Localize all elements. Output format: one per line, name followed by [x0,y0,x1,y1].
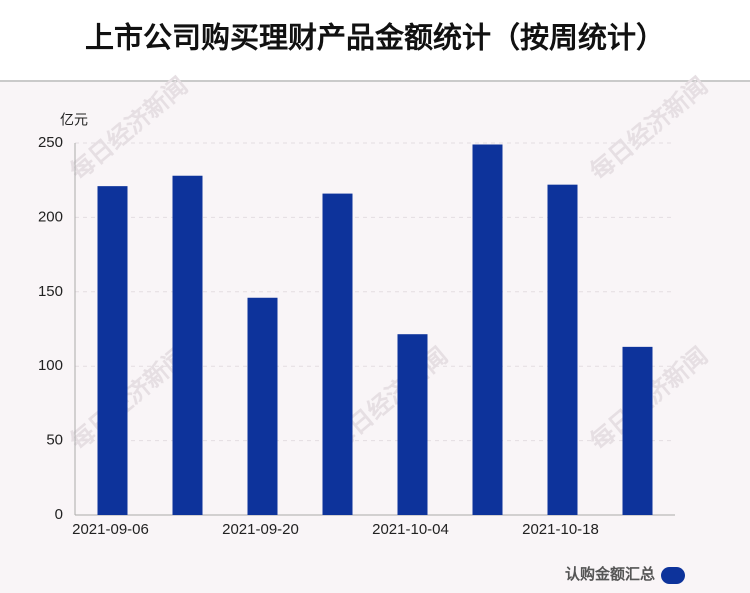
bar [397,334,428,515]
chart-title: 上市公司购买理财产品金额统计（按周统计） [85,21,665,55]
bar [172,175,203,515]
legend-swatch [661,567,685,584]
y-tick-label: 0 [55,506,63,523]
y-tick-label: 200 [38,208,63,225]
x-tick-label: 2021-10-18 [522,521,599,538]
bar [247,297,278,515]
x-tick-label: 2021-09-20 [222,521,299,538]
x-tick-label: 2021-09-06 [72,521,149,538]
y-tick-label: 100 [38,357,63,374]
bar [97,186,128,516]
x-tick-label: 2021-10-04 [372,521,449,538]
bar [322,193,353,516]
title-band [0,0,750,80]
legend-label: 认购金额汇总 [565,565,655,583]
y-tick-label: 250 [38,134,63,151]
y-unit: 亿元 [60,112,88,128]
y-tick-label: 150 [38,283,63,300]
bar [622,346,653,515]
y-tick-label: 50 [46,432,63,449]
bar [547,184,578,515]
bar [472,144,503,515]
